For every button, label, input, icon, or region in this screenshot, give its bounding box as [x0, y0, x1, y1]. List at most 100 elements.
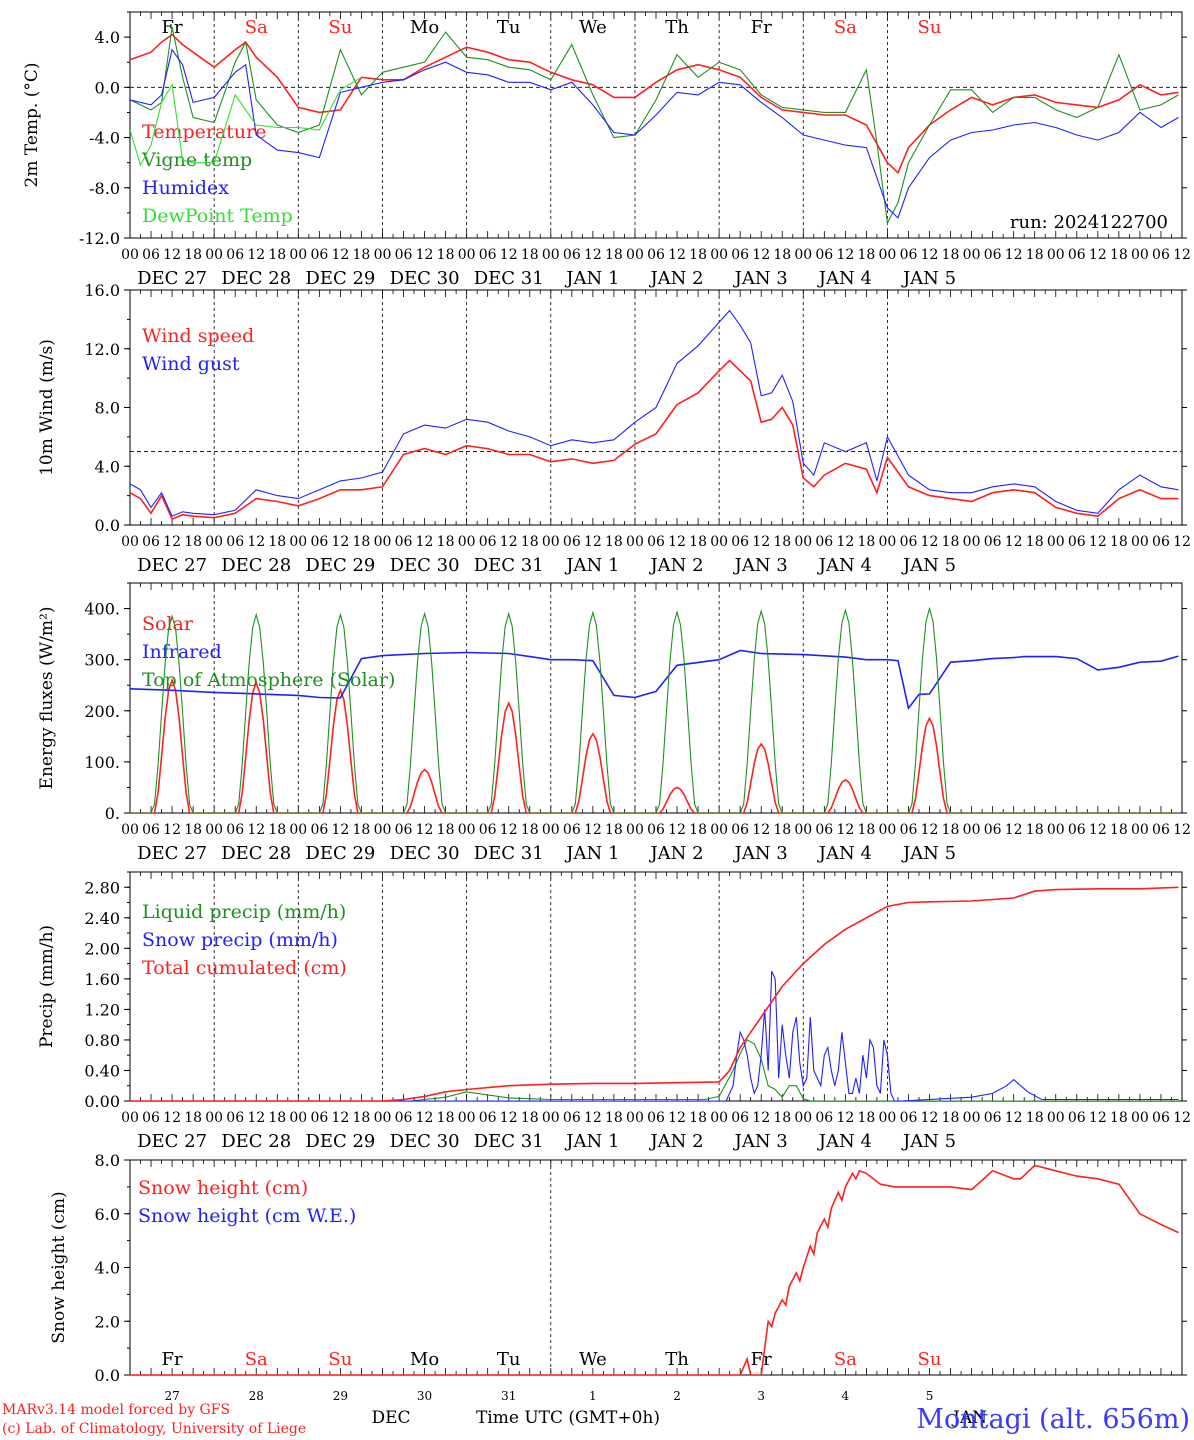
day-number: 2	[673, 1389, 681, 1403]
hour-tick-label: 12	[752, 1110, 770, 1126]
hour-tick-label: 00	[289, 1110, 307, 1126]
hour-tick-label: 00	[1131, 534, 1149, 550]
y-tick-label: 8.0	[95, 1151, 120, 1170]
hour-tick-label: 18	[184, 534, 202, 550]
hour-tick-label: 12	[416, 534, 434, 550]
hour-tick-label: 00	[205, 1110, 223, 1126]
hour-tick-label: 06	[563, 534, 581, 550]
hour-tick-label: 06	[900, 1110, 918, 1126]
hour-tick-label: 00	[963, 247, 981, 263]
hour-tick-label: 06	[647, 247, 665, 263]
hour-tick-label: 00	[1047, 247, 1065, 263]
weekday-label: Su	[918, 17, 942, 38]
hour-tick-label: 06	[731, 1110, 749, 1126]
hour-tick-label: 06	[563, 247, 581, 263]
hour-tick-label: 00	[879, 822, 897, 838]
hour-tick-label: 18	[1110, 534, 1128, 550]
hour-tick-label: 00	[1131, 247, 1149, 263]
hour-tick-label: 18	[353, 822, 371, 838]
hour-tick-label: 00	[626, 534, 644, 550]
weekday-label: Th	[665, 17, 689, 38]
hour-tick-label: 06	[479, 822, 497, 838]
date-label: DEC 29	[305, 843, 375, 864]
date-label: JAN 2	[648, 555, 703, 576]
hour-tick-label: 00	[121, 247, 139, 263]
hour-tick-label: 12	[584, 822, 602, 838]
weekday-label: Mo	[410, 1349, 439, 1370]
date-label: JAN 5	[901, 843, 956, 864]
month-label-dec: DEC	[371, 1408, 410, 1428]
date-label: JAN 4	[817, 843, 872, 864]
date-label: DEC 30	[390, 1131, 460, 1152]
legend-entry: Liquid precip (mm/h)	[142, 901, 346, 923]
hour-tick-label: 06	[563, 822, 581, 838]
hour-tick-label: 18	[773, 822, 791, 838]
weekday-label: Sa	[834, 1349, 857, 1370]
hour-tick-label: 18	[184, 247, 202, 263]
day-number: 29	[333, 1389, 348, 1403]
y-tick-label: 100.	[84, 753, 120, 772]
hour-tick-label: 06	[731, 247, 749, 263]
series-line	[130, 33, 1179, 175]
hour-tick-label: 12	[331, 1110, 349, 1126]
hour-tick-label: 06	[310, 534, 328, 550]
series-line	[130, 606, 1179, 813]
date-label: DEC 30	[390, 268, 460, 289]
y-tick-label: 8.0	[95, 399, 120, 418]
hour-tick-label: 00	[1131, 822, 1149, 838]
hour-tick-label: 00	[542, 822, 560, 838]
hour-tick-label: 06	[647, 822, 665, 838]
series-line	[130, 1164, 1179, 1375]
hour-tick-label: 12	[836, 247, 854, 263]
date-label: DEC 30	[390, 555, 460, 576]
hour-tick-label: 06	[563, 1110, 581, 1126]
hour-tick-label: 12	[584, 1110, 602, 1126]
legend-entry: Wind speed	[142, 325, 254, 347]
date-label: JAN 5	[901, 555, 956, 576]
date-label: JAN 3	[733, 1131, 788, 1152]
hour-tick-label: 06	[815, 247, 833, 263]
series-line	[130, 48, 1179, 219]
y-tick-label: 6.0	[95, 1205, 120, 1224]
hour-tick-label: 00	[1047, 534, 1065, 550]
date-label: JAN 5	[901, 1131, 956, 1152]
date-label: DEC 31	[474, 843, 544, 864]
hour-tick-label: 12	[1089, 822, 1107, 838]
legend-entry: Infrared	[142, 641, 222, 663]
weekday-label: Tu	[497, 1349, 521, 1370]
hour-tick-label: 06	[1152, 247, 1170, 263]
y-tick-label: -12.0	[79, 229, 120, 248]
hour-tick-label: 18	[521, 534, 539, 550]
y-tick-label: 400.	[84, 600, 120, 619]
day-number: 27	[164, 1389, 179, 1403]
hour-tick-label: 18	[184, 1110, 202, 1126]
hour-tick-label: 18	[857, 1110, 875, 1126]
day-number: 30	[417, 1389, 432, 1403]
hour-tick-label: 18	[268, 247, 286, 263]
series-line	[130, 26, 1179, 225]
hour-tick-label: 18	[268, 534, 286, 550]
y-axis-label: Precip (mm/h)	[37, 925, 57, 1048]
hour-tick-label: 12	[668, 1110, 686, 1126]
legend-entry: Temperature	[142, 121, 266, 143]
date-label: JAN 5	[901, 268, 956, 289]
hour-tick-label: 06	[1152, 1110, 1170, 1126]
hour-tick-label: 18	[773, 534, 791, 550]
hour-tick-label: 00	[374, 822, 392, 838]
hour-tick-label: 12	[921, 534, 939, 550]
hour-tick-label: 00	[289, 822, 307, 838]
hour-tick-label: 00	[458, 534, 476, 550]
hour-tick-label: 18	[1110, 247, 1128, 263]
hour-tick-label: 06	[1152, 534, 1170, 550]
hour-tick-label: 18	[353, 1110, 371, 1126]
legend-entry: Snow height (cm W.E.)	[138, 1205, 356, 1227]
hour-tick-label: 06	[1068, 534, 1086, 550]
date-label: JAN 2	[648, 843, 703, 864]
hour-tick-label: 06	[226, 1110, 244, 1126]
legend-entry: Top of Atmosphere (Solar)	[142, 669, 395, 691]
hour-tick-label: 18	[689, 534, 707, 550]
series-line	[130, 76, 362, 167]
date-label: JAN 4	[817, 268, 872, 289]
weekday-label: Su	[328, 17, 352, 38]
hour-tick-label: 00	[710, 1110, 728, 1126]
